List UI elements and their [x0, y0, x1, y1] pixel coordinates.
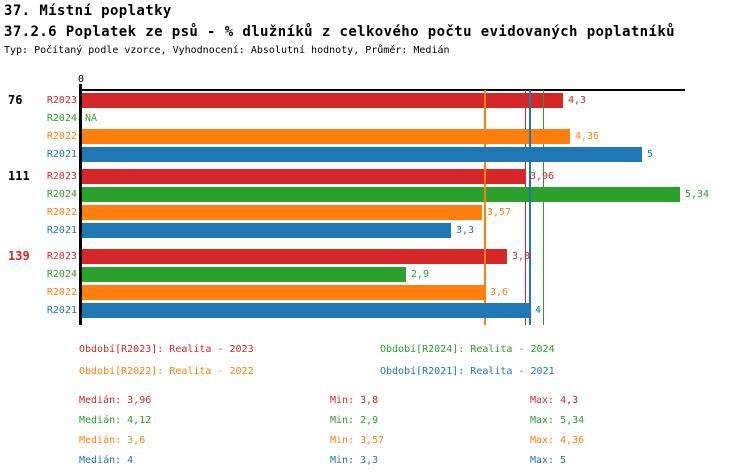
- row-label-76-r2024: R2024: [46, 113, 77, 124]
- y-axis-line: [79, 84, 82, 325]
- bar-111-r2024: [82, 187, 680, 202]
- row-label-139-r2022: R2022: [46, 287, 77, 298]
- bar-111-r2022: [82, 205, 482, 220]
- value-label-111-r2023: 3,96: [530, 171, 555, 182]
- stat-r2021-max: Max: 5: [530, 455, 567, 466]
- x-axis-line: [80, 89, 685, 91]
- value-label-111-r2022: 3,57: [487, 207, 512, 218]
- row-label-111-r2023: R2023: [46, 171, 77, 182]
- stat-r2024-min: Min: 2,9: [330, 415, 379, 426]
- row-label-76-r2021: R2021: [46, 149, 77, 160]
- value-label-76-r2023: 4,3: [568, 95, 587, 106]
- median-line-r2021: [529, 90, 531, 325]
- value-label-76-r2021: 5: [647, 149, 654, 160]
- bar-139-r2021: [82, 303, 530, 318]
- stat-r2022-median: Medián: 3,6: [79, 435, 146, 446]
- bar-76-r2021: [82, 147, 642, 162]
- stat-r2021-min: Min: 3,3: [330, 455, 379, 466]
- row-label-76-r2022: R2022: [46, 131, 77, 142]
- row-label-139-r2021: R2021: [46, 305, 77, 316]
- row-label-111-r2024: R2024: [46, 189, 77, 200]
- group-label-76: 76: [8, 93, 23, 107]
- row-label-139-r2024: R2024: [46, 269, 77, 280]
- page-title: 37. Místní poplatky: [4, 3, 172, 19]
- stat-r2024-max: Max: 5,34: [530, 415, 585, 426]
- stat-r2022-min: Min: 3,57: [330, 435, 385, 446]
- bar-139-r2023: [82, 249, 507, 264]
- bar-111-r2021: [82, 223, 451, 238]
- median-line-r2022: [484, 90, 486, 325]
- legend-item-r2023: Období[R2023]: Realita - 2023: [79, 344, 254, 355]
- value-label-76-r2024: NA: [85, 113, 98, 124]
- row-label-111-r2021: R2021: [46, 225, 77, 236]
- row-label-139-r2023: R2023: [46, 251, 77, 262]
- value-label-139-r2021: 4: [535, 305, 542, 316]
- value-label-139-r2024: 2,9: [411, 269, 430, 280]
- bar-139-r2022: [82, 285, 485, 300]
- group-label-111: 111: [8, 169, 30, 183]
- legend-item-r2022: Období[R2022]: Realita - 2022: [79, 366, 254, 377]
- legend-item-r2021: Období[R2021]: Realita - 2021: [380, 366, 555, 377]
- stat-r2024-median: Medián: 4,12: [79, 415, 152, 426]
- median-line-r2024: [542, 90, 544, 325]
- value-label-76-r2022: 4,36: [575, 131, 600, 142]
- row-label-111-r2022: R2022: [46, 207, 77, 218]
- bar-139-r2024: [82, 267, 406, 282]
- median-line-r2023: [524, 90, 527, 325]
- value-label-111-r2021: 3,3: [456, 225, 475, 236]
- bar-76-r2023: [82, 93, 563, 108]
- value-label-139-r2023: 3,8: [512, 251, 531, 262]
- row-label-76-r2023: R2023: [46, 95, 77, 106]
- stat-r2021-median: Medián: 4: [79, 455, 134, 466]
- x-tick-zero: 0: [77, 74, 85, 85]
- group-label-139: 139: [8, 249, 30, 263]
- bar-111-r2023: [82, 169, 525, 184]
- legend-item-r2024: Období[R2024]: Realita - 2024: [380, 344, 555, 355]
- chart-subtitle: 37.2.6 Poplatek ze psů - % dlužníků z ce…: [4, 24, 675, 40]
- value-label-139-r2022: 3,6: [490, 287, 509, 298]
- stat-r2023-median: Medián: 3,96: [79, 395, 152, 406]
- bar-76-r2022: [82, 129, 570, 144]
- value-label-111-r2024: 5,34: [685, 189, 710, 200]
- stat-r2022-max: Max: 4,36: [530, 435, 585, 446]
- chart-meta: Typ: Počítaný podle vzorce, Vyhodnocení:…: [4, 45, 450, 56]
- stat-r2023-min: Min: 3,8: [330, 395, 379, 406]
- stat-r2023-max: Max: 4,3: [530, 395, 579, 406]
